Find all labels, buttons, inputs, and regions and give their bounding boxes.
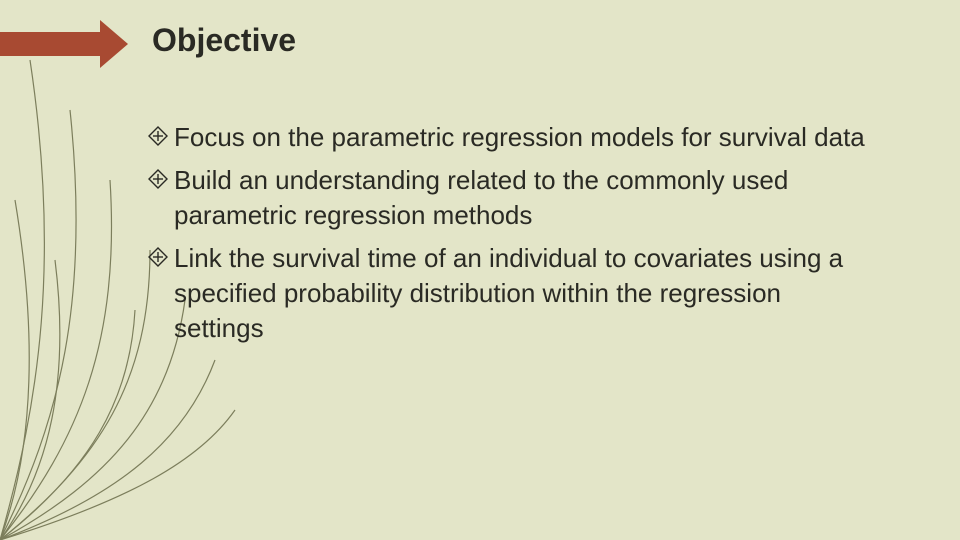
accent-bar xyxy=(0,32,100,56)
diamond-plus-icon xyxy=(148,169,168,189)
diamond-plus-icon xyxy=(148,126,168,146)
bullet-text: Build an understanding related to the co… xyxy=(174,163,868,233)
list-item: Build an understanding related to the co… xyxy=(148,163,868,233)
bullet-text: Link the survival time of an individual … xyxy=(174,241,868,346)
bullet-text: Focus on the parametric regression model… xyxy=(174,120,868,155)
list-item: Focus on the parametric regression model… xyxy=(148,120,868,155)
slide-title: Objective xyxy=(152,22,296,59)
accent-arrow-icon xyxy=(100,20,128,68)
bullet-list: Focus on the parametric regression model… xyxy=(148,120,868,355)
list-item: Link the survival time of an individual … xyxy=(148,241,868,346)
diamond-plus-icon xyxy=(148,247,168,267)
